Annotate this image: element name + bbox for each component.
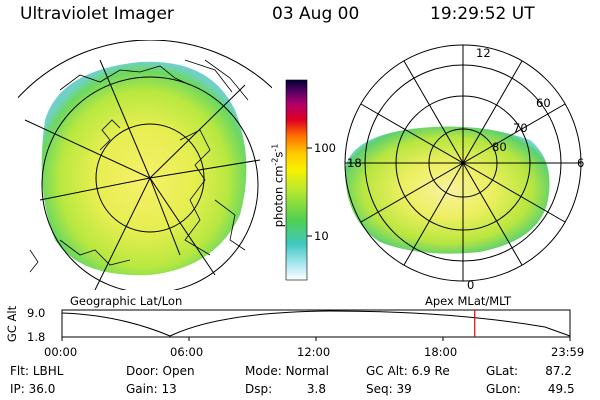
date-label: 03 Aug 00 [272,4,360,24]
altitude-ytick-max: 9.0 [27,306,46,320]
glon-label: GLon: [486,382,521,396]
magnetic-map [344,44,582,282]
time-label: 19:29:52 UT [430,4,535,24]
altitude-xtick-4: 23:59 [551,345,585,359]
gc-alt-label: GC Alt: [366,364,408,378]
mlat-60-label: 60 [536,96,551,110]
colorbar-tick-100: 100 [314,141,336,155]
colorbar [285,79,308,281]
ip-value: 36.0 [28,382,56,396]
altitude-xtick-1: 06:00 [170,345,204,359]
ip-label: IP: [10,382,25,396]
glon-info: GLon: 49.5 [486,382,575,396]
seq-value: 39 [396,382,412,396]
glat-info: GLat: 87.2 [486,364,572,378]
mlt-0-label: 0 [467,278,475,292]
seq-label: Seq: [366,382,393,396]
door-value: Open [162,364,195,378]
gc-alt-value: 6.9 Re [411,364,450,378]
dsp-label: Dsp: [245,382,273,396]
glat-value: 87.2 [545,364,572,378]
auroral-image-geo [41,61,247,276]
mode-info: Mode: Normal [245,364,329,378]
geographic-map [18,40,272,290]
mlt-6-label: 6 [577,156,585,170]
altitude-xtick-0: 00:00 [44,345,78,359]
door-label: Door: [126,364,159,378]
colorbar-tick-10: 10 [314,229,329,243]
mode-label: Mode: [245,364,282,378]
filter-label: Flt: [10,364,29,378]
dsp-info: Dsp: 3.8 [245,382,326,396]
unit-s: s [271,151,286,158]
door-info: Door: Open [126,364,195,378]
seq-info: Seq: 39 [366,382,412,396]
altitude-ylabel: GC Alt [5,305,19,343]
unit-exp2: -1 [270,143,280,152]
geographic-caption: Geographic Lat/Lon [70,294,183,308]
dsp-value: 3.8 [306,382,326,396]
altitude-xtick-3: 18:00 [424,345,458,359]
altitude-plot [61,309,571,341]
ip-info: IP: 36.0 [10,382,55,396]
colorbar-unit-label: photon cm-2s-1 [271,120,286,250]
altitude-xtick-2: 12:00 [297,345,331,359]
unit-exp1: -2 [270,157,280,166]
filter-info: Flt: LBHL [10,364,63,378]
gain-label: Gain: [126,382,158,396]
glon-value: 49.5 [547,382,575,396]
gain-info: Gain: 13 [126,382,177,396]
glat-label: GLat: [486,364,519,378]
instrument-title: Ultraviolet Imager [20,4,174,24]
mlat-70-label: 70 [513,121,528,135]
unit-prefix: photon cm [271,165,286,228]
mode-value: Normal [285,364,329,378]
filter-value: LBHL [32,364,64,378]
magnetic-caption: Apex MLat/MLT [425,294,512,308]
altitude-ytick-min: 1.8 [27,330,46,344]
gain-value: 13 [161,382,177,396]
gc-alt-info: GC Alt: 6.9 Re [366,364,450,378]
mlat-80-label: 80 [492,140,507,154]
altitude-curve [61,310,571,337]
mlt-12-label: 12 [476,46,491,60]
mlt-18-label: 18 [347,156,362,170]
